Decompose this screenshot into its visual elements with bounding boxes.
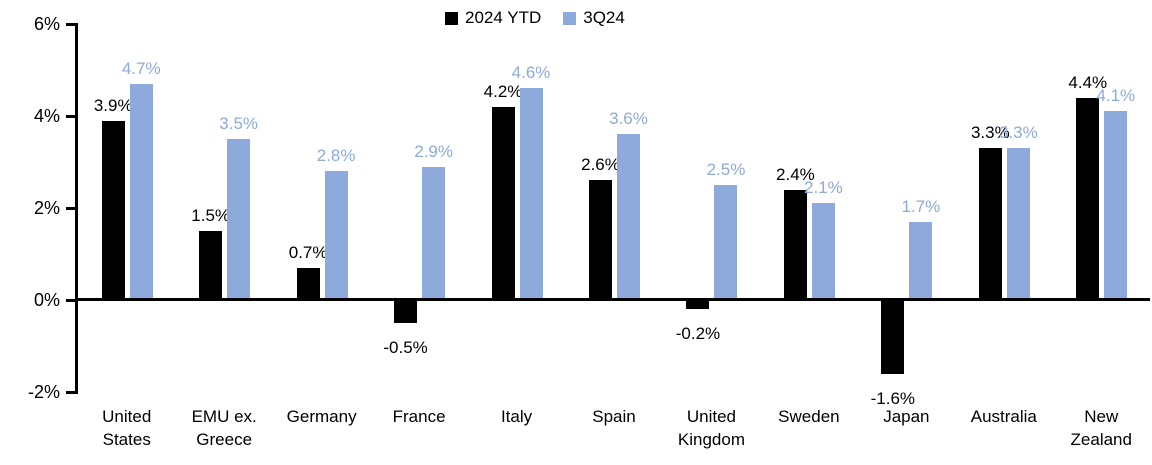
- 3q24-bar-germany: [324, 171, 348, 300]
- bar-label: 0.7%: [288, 242, 328, 262]
- legend-swatch-3q24: [563, 11, 577, 25]
- bar-label: 3.6%: [609, 109, 648, 129]
- y-axis-label: 4%: [33, 106, 60, 126]
- x-axis-label: Australia: [970, 407, 1037, 426]
- 3q24-bar-emu-ex-greece: [227, 139, 251, 300]
- zero-line: [75, 298, 1150, 301]
- legend-swatch-2024-ytd: [445, 11, 458, 25]
- legend-label-3q24: 3Q24: [583, 8, 625, 27]
- 2024-ytd-bar-spain: [589, 180, 612, 300]
- y-axis-label: -2%: [27, 382, 60, 402]
- bar-label: 2.6%: [581, 155, 620, 175]
- bar-label: 2.5%: [706, 160, 746, 179]
- bar-label: 3.3%: [970, 123, 1010, 143]
- x-axis-label: Sweden: [778, 407, 840, 426]
- bar-label: 3.9%: [93, 95, 133, 115]
- bar-label: 4.2%: [483, 81, 523, 101]
- bar-label: 2.8%: [316, 146, 356, 166]
- legend-item-3q24: 3Q24: [563, 8, 625, 28]
- bar-label: -0.2%: [675, 324, 721, 344]
- 2024-ytd-bar-australia: [978, 148, 1002, 300]
- 2024-ytd-bar-sweden: [783, 189, 807, 300]
- 3q24-bar-united-kingdom: [714, 185, 738, 300]
- x-axis-label: United States: [102, 407, 152, 449]
- 2024-ytd-bar-new-zealand: [1076, 97, 1100, 300]
- 3q24-bar-new-zealand: [1104, 111, 1128, 300]
- y-axis-tick: [66, 391, 76, 394]
- 2024-ytd-bar-united-states: [101, 120, 125, 300]
- bar-label: 3.5%: [219, 114, 259, 133]
- 2024-ytd-bar-italy: [491, 106, 515, 300]
- 2024-ytd-bar-france: [394, 300, 418, 323]
- 2024-ytd-bar-emu-ex-greece: [199, 231, 223, 300]
- 3q24-bar-sweden: [811, 203, 835, 300]
- bar-label: 4.7%: [121, 58, 161, 78]
- bar-label: 1.5%: [191, 206, 231, 225]
- y-axis-tick: [66, 23, 76, 26]
- bar-label: 4.1%: [1096, 86, 1136, 106]
- bar-label: 4.4%: [1068, 72, 1108, 92]
- legend-item-2024-ytd: 2024 YTD: [445, 8, 541, 28]
- bar-label: -1.6%: [870, 388, 916, 408]
- 2024-ytd-bar-japan: [881, 300, 905, 374]
- 3q24-bar-united-states: [129, 83, 153, 300]
- legend: 2024 YTD 3Q24: [445, 8, 625, 28]
- x-axis-label: Italy: [500, 407, 533, 426]
- y-axis-tick: [66, 207, 76, 210]
- bar-label: 3.3%: [998, 123, 1038, 143]
- x-axis-label: Germany: [286, 407, 357, 426]
- 3q24-bar-france: [422, 166, 446, 300]
- y-axis-label: 6%: [33, 14, 60, 34]
- x-axis-label: Japan: [883, 407, 930, 426]
- x-axis-label: France: [392, 407, 446, 426]
- x-axis-label: Spain: [592, 407, 636, 426]
- y-axis-tick: [66, 115, 76, 118]
- 3q24-bar-australia: [1006, 148, 1030, 300]
- y-axis-label: 2%: [33, 198, 60, 218]
- 3q24-bar-japan: [909, 221, 933, 300]
- bar-label: 2.1%: [804, 178, 843, 198]
- y-axis-label: 0%: [33, 290, 60, 310]
- 3q24-bar-italy: [519, 88, 543, 300]
- bar-label: 2.4%: [776, 164, 815, 184]
- x-axis-label: New Zealand: [1070, 407, 1132, 449]
- 3q24-bar-spain: [617, 134, 640, 300]
- y-axis-line: [75, 23, 78, 394]
- legend-label-2024-ytd: 2024 YTD: [465, 8, 542, 27]
- bar-label: 2.9%: [414, 141, 453, 161]
- 2024-ytd-bar-germany: [296, 267, 320, 300]
- bar-label: -0.5%: [383, 338, 428, 357]
- 2024-ytd-bar-united-kingdom: [686, 300, 710, 310]
- bar-label: 1.7%: [901, 196, 941, 216]
- x-axis-label: EMU ex. Greece: [191, 407, 257, 449]
- x-axis-label: United Kingdom: [677, 407, 745, 449]
- y-axis-tick: [66, 299, 76, 302]
- bar-label: 4.6%: [511, 63, 551, 83]
